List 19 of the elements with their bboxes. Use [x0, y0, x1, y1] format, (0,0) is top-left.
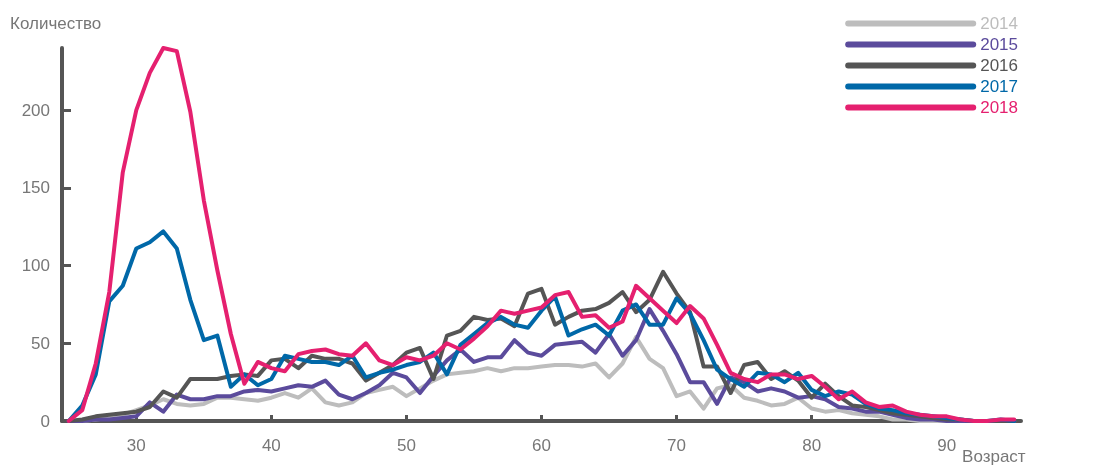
x-tick-label: 70	[667, 436, 687, 455]
text: 2017	[980, 77, 1019, 96]
text: 2018	[980, 98, 1019, 117]
y-tick-label: 150	[21, 178, 50, 198]
text: 2016	[980, 56, 1019, 75]
x-tick-label: 60	[532, 436, 551, 455]
text: 2014	[980, 14, 1019, 33]
x-tick-label: 30	[126, 436, 146, 455]
x-tick-label: 50	[396, 436, 416, 455]
y-tick-label: 200	[21, 100, 50, 120]
x-tick-label: 40	[261, 436, 281, 455]
y-axis-title: Количество	[10, 14, 102, 33]
x-axis-title: Возраст	[962, 447, 1026, 465]
x-tick-label: 80	[802, 436, 822, 455]
text: 2015	[980, 35, 1019, 54]
y-tick-label: 50	[31, 333, 50, 353]
y-tick-label: 0	[40, 411, 50, 431]
y-tick-label: 100	[21, 256, 50, 276]
x-tick-label: 90	[937, 436, 957, 455]
